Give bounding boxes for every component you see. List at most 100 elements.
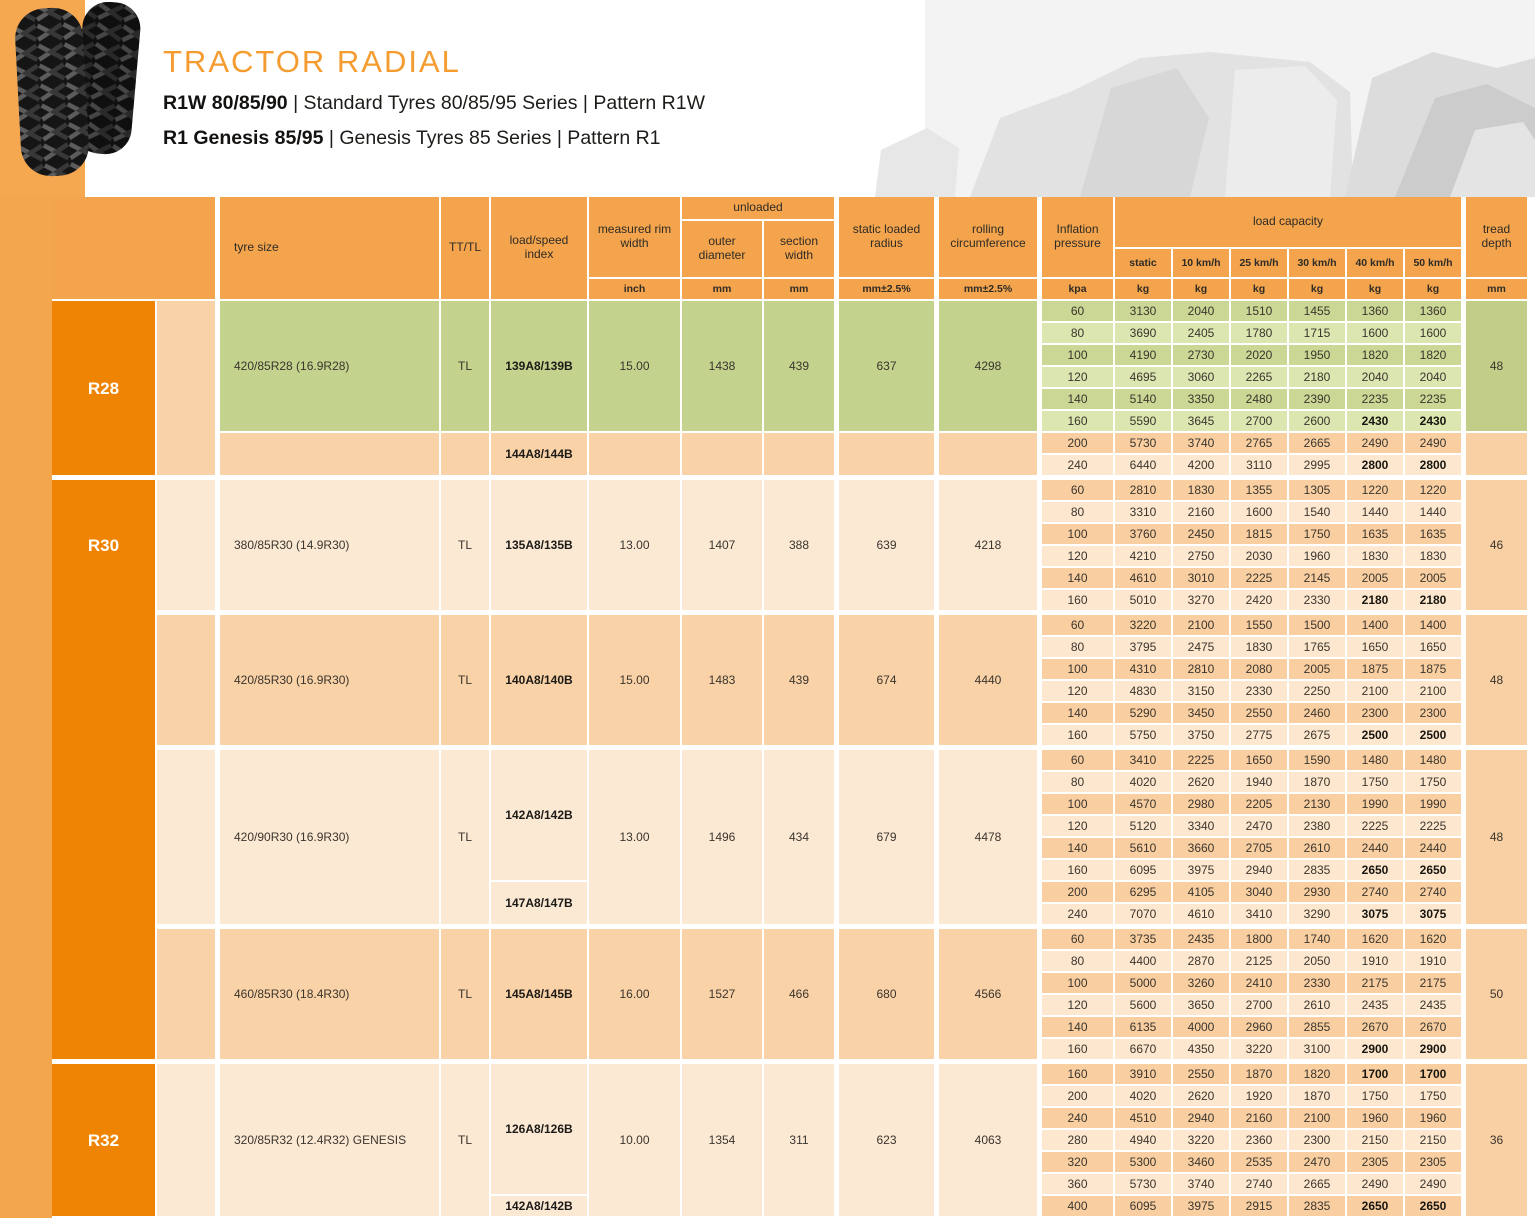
load-capacity-cell: 2100 <box>1347 681 1403 701</box>
load-capacity-cell: 2030 <box>1231 546 1287 566</box>
load-capacity-cell: 1910 <box>1405 951 1461 971</box>
load-capacity-cell: 5590 <box>1115 411 1171 431</box>
load-capacity-cell: 1360 <box>1347 301 1403 321</box>
load-capacity-cell: 1220 <box>1405 480 1461 500</box>
subtitle-2-description: | Genesis Tyres 85 Series | Pattern R1 <box>323 127 661 149</box>
load-capacity-cell: 4000 <box>1173 1017 1229 1037</box>
load-capacity-cell: 2810 <box>1173 659 1229 679</box>
load-capacity-cell: 2040 <box>1173 301 1229 321</box>
unit-rim-inch: inch <box>589 279 680 299</box>
load-capacity-cell: 3750 <box>1173 725 1229 745</box>
unit-kg-40: kg <box>1347 279 1403 299</box>
pressure-cell: 140 <box>1042 568 1113 588</box>
load-index-cell: 142A8/142B <box>491 1196 587 1216</box>
load-capacity-cell: 3110 <box>1231 455 1287 475</box>
subtitle-1-description: | Standard Tyres 80/85/95 Series | Patte… <box>287 92 705 114</box>
load-capacity-cell: 1400 <box>1347 615 1403 635</box>
strip-cell <box>157 929 215 1059</box>
strip-cell <box>157 480 215 610</box>
load-index-cell: 144A8/144B <box>491 433 587 475</box>
load-capacity-cell: 2130 <box>1289 794 1345 814</box>
load-capacity-cell: 2235 <box>1405 389 1461 409</box>
load-capacity-cell: 3450 <box>1173 703 1229 723</box>
rim-cell: 10.00 <box>589 1064 680 1216</box>
load-capacity-cell: 1960 <box>1347 1108 1403 1128</box>
header-corner-cell <box>52 197 215 299</box>
load-capacity-cell: 2180 <box>1405 590 1461 610</box>
rc-cell: 4063 <box>939 1064 1037 1216</box>
load-capacity-cell: 2490 <box>1347 1174 1403 1194</box>
load-capacity-cell: 2435 <box>1347 995 1403 1015</box>
load-capacity-cell: 2205 <box>1231 794 1287 814</box>
load-capacity-cell: 1820 <box>1289 1064 1345 1084</box>
tyre-size-cell: 380/85R30 (14.9R30) <box>220 480 439 610</box>
pressure-cell: 200 <box>1042 1086 1113 1106</box>
load-capacity-cell: 3735 <box>1115 929 1171 949</box>
load-capacity-cell: 3645 <box>1173 411 1229 431</box>
tyre-size-cell: 460/85R30 (18.4R30) <box>220 929 439 1059</box>
load-capacity-cell: 2100 <box>1289 1108 1345 1128</box>
unit-kg-static: kg <box>1115 279 1171 299</box>
load-capacity-cell: 2435 <box>1173 929 1229 949</box>
load-capacity-cell: 1440 <box>1405 502 1461 522</box>
pressure-cell: 80 <box>1042 637 1113 657</box>
pressure-cell: 320 <box>1042 1152 1113 1172</box>
load-capacity-cell: 1600 <box>1231 502 1287 522</box>
subtitle-2-series: R1 Genesis 85/95 <box>163 127 324 149</box>
load-capacity-cell: 3975 <box>1173 860 1229 880</box>
load-capacity-cell: 3740 <box>1173 1174 1229 1194</box>
slr-cell: 639 <box>839 480 934 610</box>
pressure-cell: 160 <box>1042 1039 1113 1059</box>
load-capacity-cell: 3760 <box>1115 524 1171 544</box>
rim-cell <box>589 433 680 475</box>
unit-rc-mm: mm±2.5% <box>939 279 1037 299</box>
load-capacity-cell: 1355 <box>1231 480 1287 500</box>
load-capacity-cell: 2020 <box>1231 345 1287 365</box>
col-header-tt-tl: TT/TL <box>441 197 489 299</box>
load-capacity-cell: 1750 <box>1405 772 1461 792</box>
load-capacity-cell: 2390 <box>1289 389 1345 409</box>
load-capacity-cell: 1550 <box>1231 615 1287 635</box>
load-capacity-cell: 1510 <box>1231 301 1287 321</box>
pressure-cell: 140 <box>1042 1017 1113 1037</box>
load-capacity-cell: 4310 <box>1115 659 1171 679</box>
load-capacity-cell: 1830 <box>1231 637 1287 657</box>
load-capacity-cell: 3740 <box>1173 433 1229 453</box>
subtitle-1-series: R1W 80/85/90 <box>163 92 288 114</box>
tread-depth-cell <box>1466 433 1527 475</box>
load-capacity-cell: 3150 <box>1173 681 1229 701</box>
sw-cell: 434 <box>764 750 834 924</box>
col-header-tyre-size: tyre size <box>220 197 439 299</box>
load-capacity-cell: 2750 <box>1173 546 1229 566</box>
load-capacity-cell: 4940 <box>1115 1130 1171 1150</box>
load-capacity-cell: 2440 <box>1347 838 1403 858</box>
load-capacity-cell: 6095 <box>1115 860 1171 880</box>
load-capacity-cell: 1830 <box>1405 546 1461 566</box>
pressure-cell: 120 <box>1042 681 1113 701</box>
load-capacity-cell: 2490 <box>1347 433 1403 453</box>
load-capacity-cell: 2300 <box>1289 1130 1345 1150</box>
load-capacity-cell: 1360 <box>1405 301 1461 321</box>
pressure-cell: 140 <box>1042 703 1113 723</box>
load-capacity-cell: 2800 <box>1405 455 1461 475</box>
load-capacity-cell: 4210 <box>1115 546 1171 566</box>
pressure-cell: 200 <box>1042 882 1113 902</box>
load-capacity-cell: 3060 <box>1173 367 1229 387</box>
sw-cell: 466 <box>764 929 834 1059</box>
load-capacity-cell: 2330 <box>1289 973 1345 993</box>
rc-cell: 4218 <box>939 480 1037 610</box>
strip-cell <box>157 615 215 745</box>
load-capacity-cell: 1920 <box>1231 1086 1287 1106</box>
load-capacity-cell: 2040 <box>1405 367 1461 387</box>
load-capacity-cell: 2620 <box>1173 772 1229 792</box>
load-capacity-cell: 3075 <box>1405 904 1461 924</box>
load-capacity-cell: 1305 <box>1289 480 1345 500</box>
load-capacity-cell: 2610 <box>1289 995 1345 1015</box>
load-capacity-cell: 2475 <box>1173 637 1229 657</box>
table-body: 420/85R28 (16.9R28) TL 15.00 1438 439 637 4298… <box>52 301 1527 1216</box>
load-capacity-cell: 2005 <box>1405 568 1461 588</box>
pressure-cell: 160 <box>1042 1064 1113 1084</box>
pressure-cell: 80 <box>1042 772 1113 792</box>
load-capacity-cell: 1220 <box>1347 480 1403 500</box>
load-capacity-cell: 2435 <box>1405 995 1461 1015</box>
